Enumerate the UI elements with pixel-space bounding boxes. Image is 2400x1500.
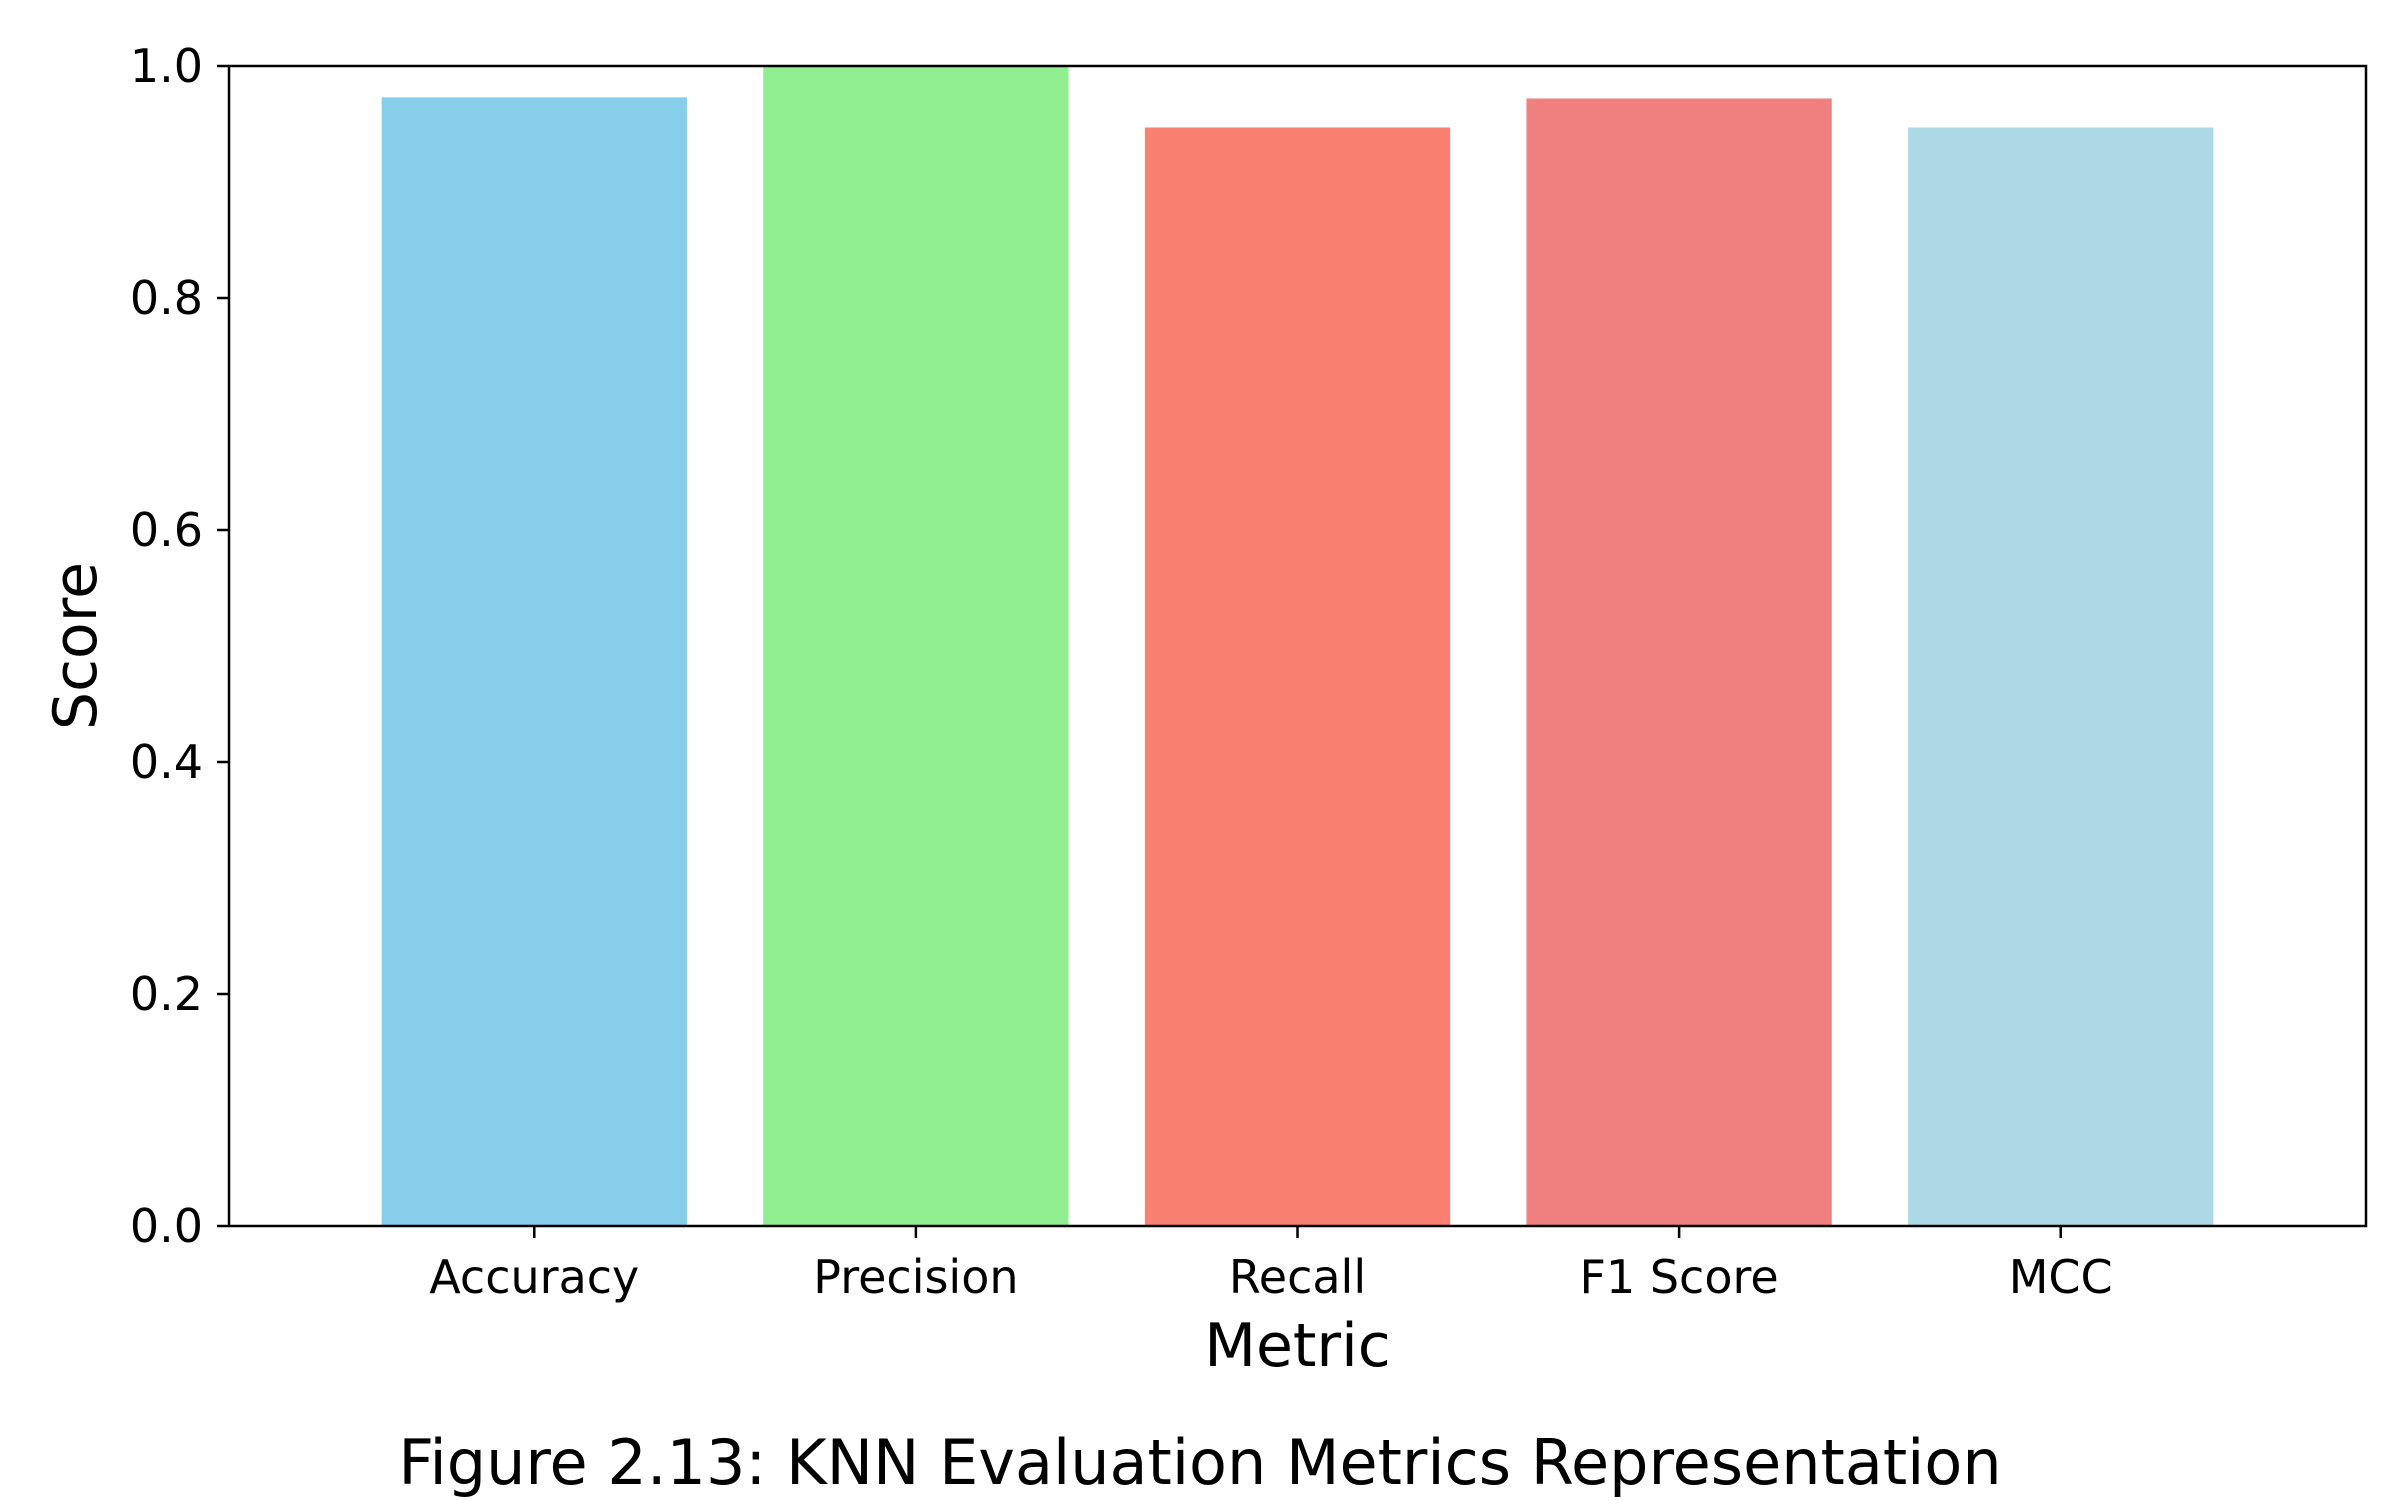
bar-f1-score bbox=[1526, 98, 1832, 1227]
y-tick-label: 0.6 bbox=[130, 503, 203, 557]
x-axis: Accuracy Precision Recall F1 Score MCC bbox=[429, 1226, 2113, 1304]
bar-mcc bbox=[1908, 127, 2214, 1227]
x-tick-label: F1 Score bbox=[1580, 1250, 1779, 1304]
y-tick-label: 0.8 bbox=[130, 271, 203, 325]
bar-accuracy bbox=[381, 97, 687, 1227]
y-tick-label: 0.0 bbox=[130, 1199, 203, 1253]
bars-group bbox=[381, 66, 2214, 1227]
x-tick-label: Recall bbox=[1229, 1250, 1366, 1304]
y-tick-label: 0.4 bbox=[130, 735, 203, 789]
y-axis: 0.0 0.2 0.4 0.6 0.8 1.0 bbox=[130, 39, 229, 1253]
bar-precision bbox=[763, 66, 1069, 1226]
bar-recall bbox=[1144, 127, 1451, 1227]
y-tick-label: 1.0 bbox=[130, 39, 203, 93]
x-tick-label: Precision bbox=[813, 1250, 1018, 1304]
y-axis-label: Score bbox=[41, 562, 111, 730]
y-tick-label: 0.2 bbox=[130, 967, 203, 1021]
bar-chart: 0.0 0.2 0.4 0.6 0.8 1.0 Accuracy Precision Reca… bbox=[41, 39, 2368, 1381]
x-axis-label: Metric bbox=[1204, 1311, 1391, 1381]
x-tick-label: Accuracy bbox=[429, 1250, 639, 1304]
figure-caption: Figure 2.13: KNN Evaluation Metrics Repr… bbox=[398, 1426, 2002, 1499]
x-tick-label: MCC bbox=[2009, 1250, 2113, 1304]
